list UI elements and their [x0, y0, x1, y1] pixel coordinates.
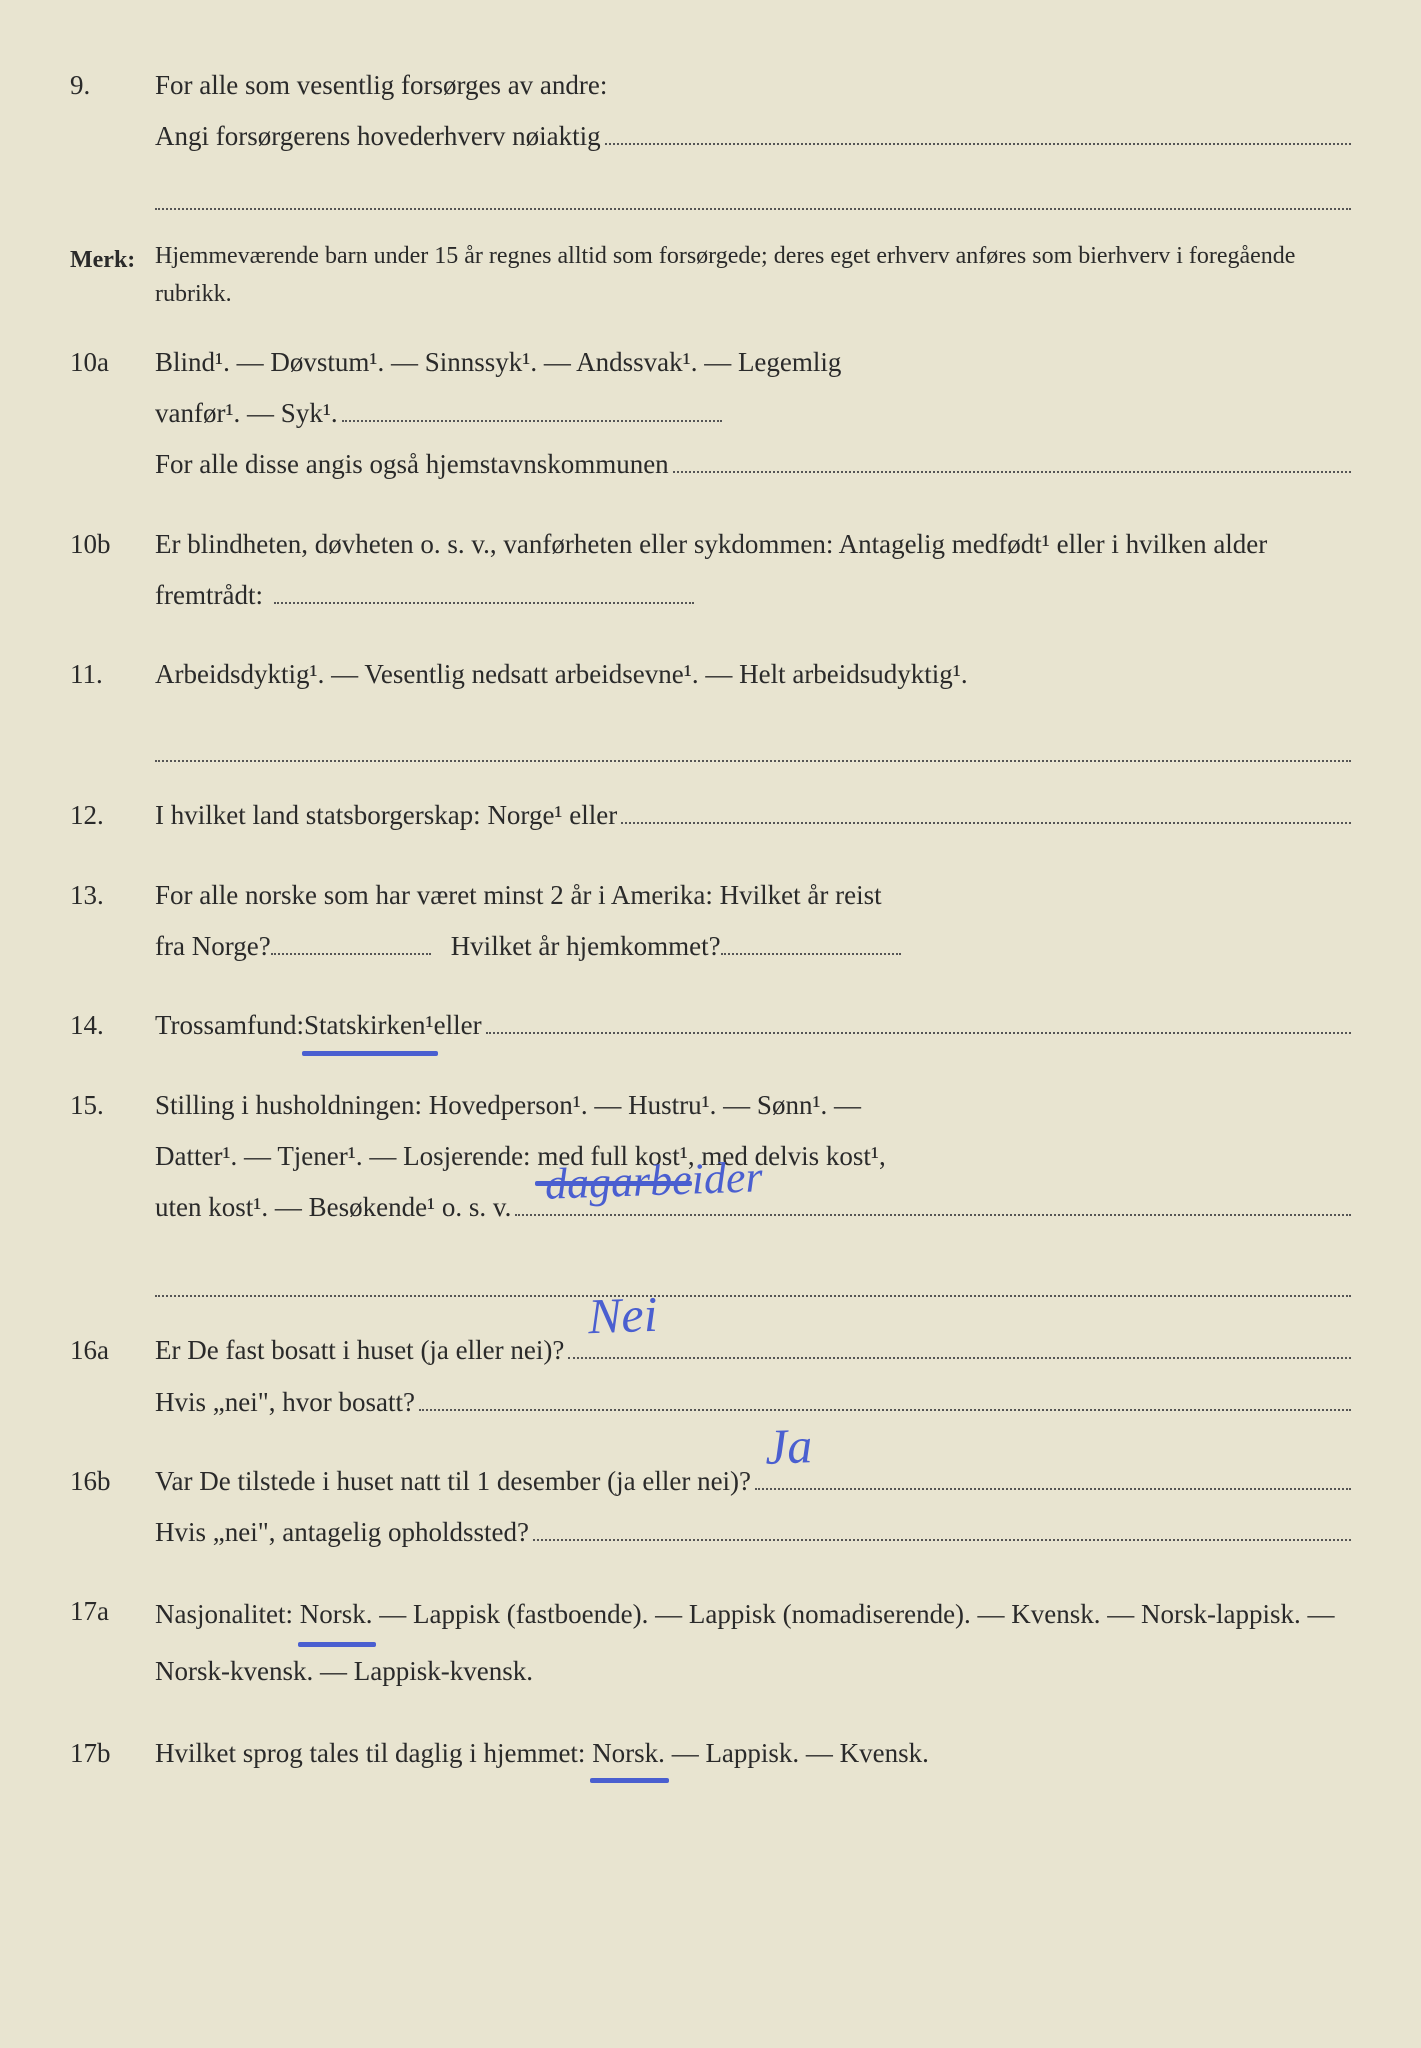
dotted-blank — [673, 444, 1351, 473]
dotted-blank: Nei — [568, 1330, 1351, 1359]
question-number: 16b — [70, 1456, 155, 1559]
question-14: 14. Trossamfund: Statskirken¹ eller — [70, 1000, 1351, 1051]
question-16b: 16b Var De tilstede i huset natt til 1 d… — [70, 1456, 1351, 1559]
question-number: 17a — [70, 1586, 155, 1699]
question-content: Hvilket sprog tales til daglig i hjemmet… — [155, 1728, 1351, 1779]
label-text: Hvilket år hjemkommet? — [451, 921, 721, 972]
question-number: 10a — [70, 337, 155, 491]
question-11: 11. Arbeidsdyktig¹. — Vesentlig nedsatt … — [70, 649, 1351, 762]
dotted-blank: dagarbeider — [515, 1187, 1351, 1216]
dotted-blank — [621, 795, 1351, 824]
dotted-blank — [342, 393, 722, 422]
question-16a: 16a Er De fast bosatt i huset (ja eller … — [70, 1325, 1351, 1428]
label-text: Datter¹. — Tjener¹. — Losjerende: — [155, 1141, 537, 1171]
question-content: Trossamfund: Statskirken¹ eller — [155, 1000, 1351, 1051]
question-17b: 17b Hvilket sprog tales til daglig i hje… — [70, 1728, 1351, 1779]
question-content: Var De tilstede i huset natt til 1 desem… — [155, 1456, 1351, 1559]
question-number: 16a — [70, 1325, 155, 1428]
text-line: For alle som vesentlig forsørges av andr… — [155, 60, 1351, 111]
question-content: Stilling i husholdningen: Hovedperson¹. … — [155, 1080, 1351, 1298]
question-12: 12. I hvilket land statsborgerskap: Norg… — [70, 790, 1351, 841]
label-text: Hvilket sprog tales til daglig i hjemmet… — [155, 1738, 592, 1768]
label-text: Angi forsørgerens hovederhverv nøiaktig — [155, 111, 601, 162]
label-text: uten kost¹. — Besøkende¹ o. s. v. — [155, 1182, 511, 1233]
question-number: 17b — [70, 1728, 155, 1779]
question-10b: 10b Er blindheten, døvheten o. s. v., va… — [70, 519, 1351, 622]
note-merk: Merk: Hjemmeværende barn under 15 år reg… — [70, 238, 1351, 312]
question-number: 14. — [70, 1000, 155, 1051]
text-line: uten kost¹. — Besøkende¹ o. s. v. dagarb… — [155, 1182, 1351, 1233]
note-text: Hjemmeværende barn under 15 år regnes al… — [155, 238, 1351, 312]
text-line: Blind¹. — Døvstum¹. — Sinnssyk¹. — Andss… — [155, 337, 1351, 388]
label-text: — Lappisk. — Kvensk. — [665, 1738, 929, 1768]
selected-option: Norsk. — [300, 1586, 373, 1643]
question-content: Arbeidsdyktig¹. — Vesentlig nedsatt arbe… — [155, 649, 1351, 762]
question-10a: 10a Blind¹. — Døvstum¹. — Sinnssyk¹. — A… — [70, 337, 1351, 491]
text-line: Er De fast bosatt i huset (ja eller nei)… — [155, 1325, 1351, 1376]
question-15: 15. Stilling i husholdningen: Hovedperso… — [70, 1080, 1351, 1298]
question-content: I hvilket land statsborgerskap: Norge¹ e… — [155, 790, 1351, 841]
question-text: Hvis „nei", antagelig opholdssted? — [155, 1507, 529, 1558]
text-line: Hvis „nei", hvor bosatt? — [155, 1377, 1351, 1428]
dotted-blank: Ja — [755, 1461, 1351, 1490]
question-content: Nasjonalitet: Norsk. — Lappisk (fastboen… — [155, 1586, 1351, 1699]
dotted-blank — [721, 953, 901, 955]
question-9: 9. For alle som vesentlig forsørges av a… — [70, 60, 1351, 210]
question-text: Arbeidsdyktig¹. — Vesentlig nedsatt arbe… — [155, 649, 1351, 700]
text-line: For alle disse angis også hjemstavnskomm… — [155, 439, 1351, 490]
selected-option: Norsk. — [592, 1728, 665, 1779]
label-text: fra Norge? — [155, 921, 271, 972]
question-text: Er De fast bosatt i huset (ja eller nei)… — [155, 1325, 564, 1376]
text-line: Var De tilstede i huset natt til 1 desem… — [155, 1456, 1351, 1507]
question-number: 11. — [70, 649, 155, 762]
question-13: 13. For alle norske som har været minst … — [70, 870, 1351, 973]
question-content: For alle norske som har været minst 2 år… — [155, 870, 1351, 973]
text-line: Hvis „nei", antagelig opholdssted? — [155, 1507, 1351, 1558]
question-number: 13. — [70, 870, 155, 973]
question-number: 10b — [70, 519, 155, 622]
handwritten-answer: Ja — [763, 1398, 813, 1495]
dotted-blank — [533, 1512, 1351, 1541]
question-text: I hvilket land statsborgerskap: Norge¹ e… — [155, 790, 617, 841]
dotted-blank — [155, 1257, 1351, 1297]
label-text: vanfør¹. — Syk¹. — [155, 388, 338, 439]
question-content: Er De fast bosatt i huset (ja eller nei)… — [155, 1325, 1351, 1428]
label-text: Nasjonalitet: — [155, 1599, 300, 1629]
label-text: Trossamfund: — [155, 1000, 304, 1051]
dotted-blank — [155, 723, 1351, 763]
dotted-blank — [486, 1005, 1351, 1034]
question-number: 15. — [70, 1080, 155, 1298]
text-line: Stilling i husholdningen: Hovedperson¹. … — [155, 1080, 1351, 1131]
text-line: vanfør¹. — Syk¹. — [155, 388, 1351, 439]
question-17a: 17a Nasjonalitet: Norsk. — Lappisk (fast… — [70, 1586, 1351, 1699]
question-number: 12. — [70, 790, 155, 841]
dotted-blank — [419, 1382, 1351, 1411]
census-form-page: 9. For alle som vesentlig forsørges av a… — [0, 0, 1421, 1829]
handwritten-answer: Nei — [587, 1267, 660, 1364]
question-content: Blind¹. — Døvstum¹. — Sinnssyk¹. — Andss… — [155, 337, 1351, 491]
dotted-blank — [271, 953, 431, 955]
dotted-blank — [274, 575, 694, 604]
note-label: Merk: — [70, 238, 155, 312]
text-line: For alle norske som har været minst 2 år… — [155, 870, 1351, 921]
label-text: eller — [434, 1000, 482, 1051]
question-number: 9. — [70, 60, 155, 210]
selected-option: Statskirken¹ — [304, 1000, 434, 1051]
question-text: Hvis „nei", hvor bosatt? — [155, 1377, 415, 1428]
dotted-blank — [155, 171, 1351, 211]
text-line: fra Norge? Hvilket år hjemkommet? — [155, 921, 1351, 972]
question-content: For alle som vesentlig forsørges av andr… — [155, 60, 1351, 210]
handwritten-answer: dagarbeider — [544, 1135, 764, 1226]
text-line: Angi forsørgerens hovederhverv nøiaktig — [155, 111, 1351, 162]
label-text: For alle disse angis også hjemstavnskomm… — [155, 439, 669, 490]
question-text: Var De tilstede i huset natt til 1 desem… — [155, 1456, 751, 1507]
question-content: Er blindheten, døvheten o. s. v., vanfør… — [155, 519, 1351, 622]
dotted-blank — [605, 116, 1351, 145]
